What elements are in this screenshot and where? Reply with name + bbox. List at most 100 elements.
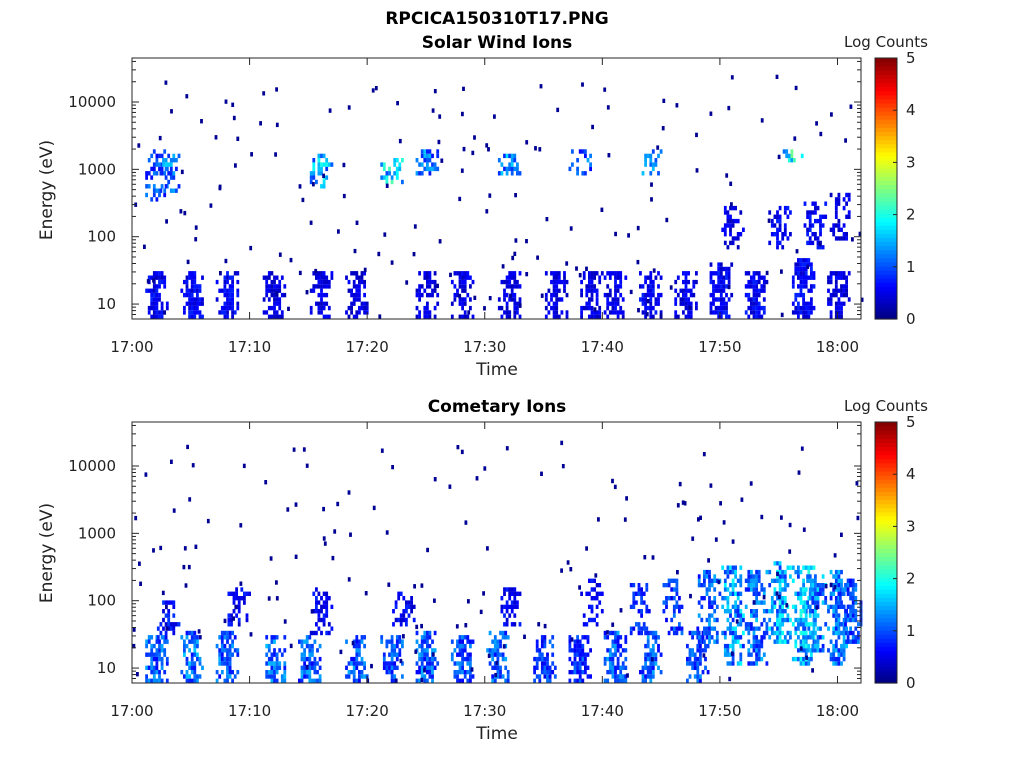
count-pixel [426,635,429,640]
count-pixel [358,670,361,675]
count-pixel [320,292,323,298]
colorbar-swatch [875,164,897,169]
count-pixel [669,285,673,290]
count-pixel [789,617,792,623]
count-pixel [797,310,800,315]
count-pixel [591,124,594,130]
count-pixel [840,643,843,649]
count-pixel [810,305,813,311]
panel-title: Cometary Ions [428,397,567,417]
count-pixel [152,166,156,172]
count-pixel [684,271,688,276]
count-pixel [546,656,549,662]
count-pixel [423,158,427,163]
spectrogram-pixels [132,440,863,683]
count-pixel [851,613,855,618]
count-pixel [320,301,323,306]
count-pixel [273,284,276,289]
count-pixel [616,635,620,640]
count-pixel [770,626,774,631]
colorbar-swatch [875,196,897,202]
count-pixel [678,626,681,631]
count-pixel [590,305,594,311]
count-pixel [390,652,394,657]
count-pixel [426,279,429,285]
count-pixel [728,676,732,682]
count-pixel [650,197,653,202]
count-pixel [405,609,408,614]
count-pixel [603,661,607,666]
count-pixel [629,626,633,631]
colorbar-swatch [875,245,897,251]
count-pixel [363,267,367,273]
colorbar-swatch [875,576,897,582]
count-pixel [770,232,774,237]
count-pixel [731,565,735,570]
count-pixel [226,314,229,319]
count-pixel [640,613,643,618]
count-pixel [838,622,842,627]
count-pixel [162,609,165,614]
count-pixel [167,600,171,605]
count-pixel [420,661,424,666]
count-pixel [503,288,506,293]
count-pixel [832,609,836,614]
count-pixel [778,626,782,631]
count-pixel [158,652,161,657]
count-pixel [493,114,496,119]
count-pixel [322,173,325,178]
count-pixel [267,670,271,675]
count-pixel [196,678,199,683]
count-pixel [624,656,628,662]
count-pixel [703,626,706,631]
count-pixel [768,635,772,640]
count-pixel [611,305,615,311]
count-pixel [250,152,253,157]
count-pixel [584,153,587,159]
count-pixel [327,596,331,601]
count-pixel [540,670,544,675]
count-pixel [358,648,361,653]
count-pixel [183,639,186,644]
count-pixel [399,617,403,623]
count-pixel [684,297,688,302]
count-pixel [438,239,442,244]
count-pixel [513,292,517,298]
count-pixel [588,305,591,311]
count-pixel [147,275,151,280]
count-pixel [837,310,841,315]
count-pixel [544,305,548,311]
count-pixel [723,569,727,575]
count-pixel [347,674,351,679]
colorbar-swatch [875,155,897,161]
count-pixel [503,279,506,285]
count-pixel [185,288,189,293]
count-pixel [710,626,714,631]
count-pixel [317,609,321,614]
count-pixel [646,284,650,289]
count-pixel [453,271,457,276]
count-pixel [797,292,800,298]
count-pixel [842,643,846,649]
count-pixel [689,288,693,293]
plot-frame [131,421,862,684]
count-pixel [802,587,805,592]
count-pixel [382,162,386,167]
count-pixel [358,678,361,683]
count-pixel [278,279,282,285]
count-pixel [160,301,164,306]
count-pixel [223,656,227,662]
count-pixel [729,583,732,588]
count-pixel [654,275,658,280]
count-pixel [505,600,509,605]
count-pixel [275,670,279,675]
count-pixel [163,192,167,198]
count-pixel [856,515,860,521]
count-pixel [857,635,860,640]
count-pixel [821,643,825,649]
count-pixel [736,596,740,601]
count-pixel [347,288,351,293]
count-pixel [360,670,364,675]
count-pixel [670,626,674,631]
count-pixel [632,596,636,601]
